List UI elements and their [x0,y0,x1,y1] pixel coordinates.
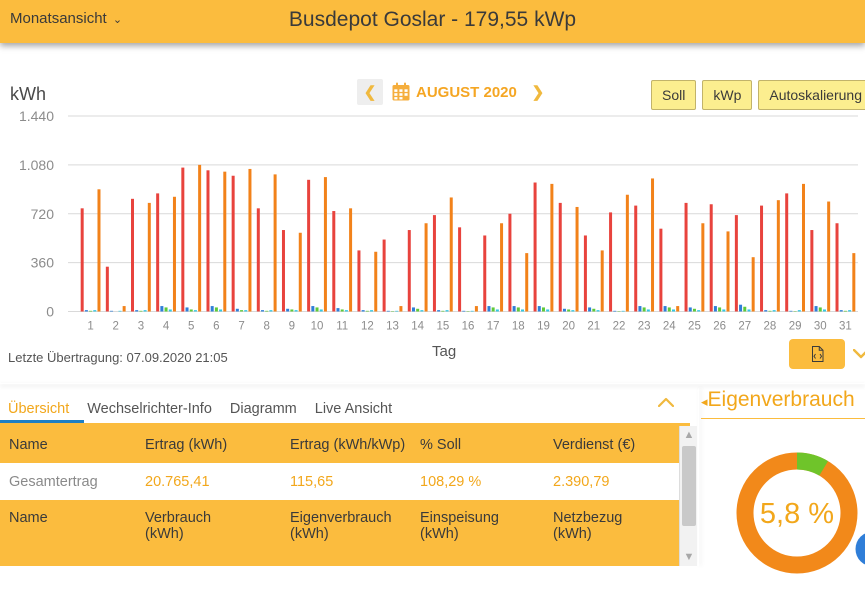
svg-text:27: 27 [738,321,751,333]
svg-text:15: 15 [436,321,449,333]
svg-text:24: 24 [663,321,676,333]
svg-text:18: 18 [512,321,525,333]
svg-text:5: 5 [188,321,194,333]
svg-text:720: 720 [31,206,55,222]
svg-text:22: 22 [613,321,626,333]
svg-text:30: 30 [814,321,827,333]
svg-text:14: 14 [411,321,424,333]
svg-text:23: 23 [638,321,651,333]
svg-text:25: 25 [688,321,701,333]
svg-text:360: 360 [31,255,55,271]
svg-text:1: 1 [87,321,93,333]
svg-text:9: 9 [289,321,295,333]
svg-text:11: 11 [336,321,348,333]
svg-text:10: 10 [311,321,324,333]
svg-text:3: 3 [138,321,144,333]
svg-text:1.440: 1.440 [19,108,54,124]
svg-text:19: 19 [537,321,550,333]
svg-text:2: 2 [113,321,119,333]
svg-text:29: 29 [789,321,802,333]
svg-text:28: 28 [764,321,777,333]
svg-text:4: 4 [163,321,170,333]
svg-text:31: 31 [839,321,852,333]
svg-text:13: 13 [386,321,399,333]
svg-text:21: 21 [587,321,600,333]
svg-text:12: 12 [361,321,374,333]
svg-text:6: 6 [213,321,219,333]
svg-text:20: 20 [562,321,575,333]
svg-text:17: 17 [487,321,500,333]
svg-text:16: 16 [462,321,475,333]
svg-text:7: 7 [238,321,244,333]
svg-text:8: 8 [264,321,270,333]
svg-text:1.080: 1.080 [19,157,54,173]
svg-text:0: 0 [46,304,54,320]
svg-text:26: 26 [713,321,726,333]
svg-text:5,8 %: 5,8 % [760,498,834,530]
